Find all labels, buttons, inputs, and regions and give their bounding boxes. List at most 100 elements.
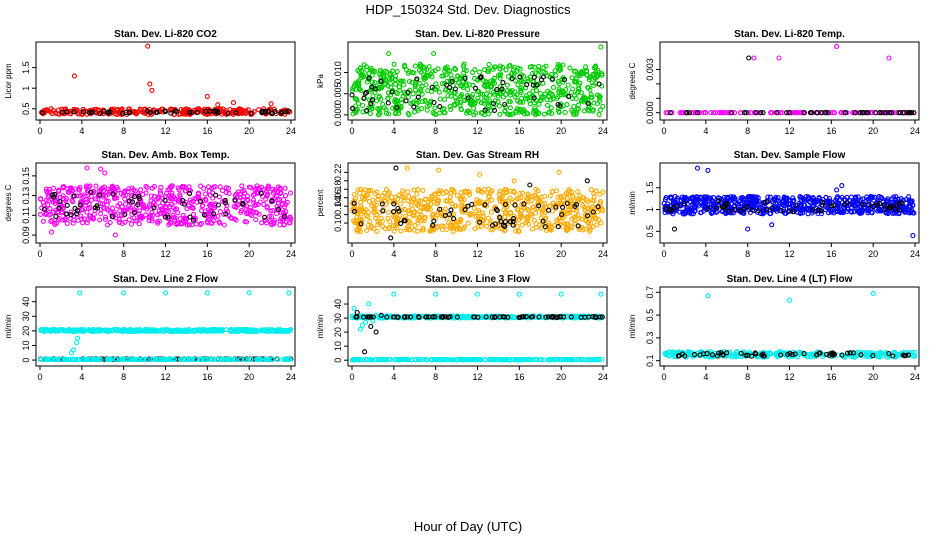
- data-point-all: [597, 200, 603, 206]
- data-point-all: [261, 201, 267, 207]
- data-point-all: [96, 326, 102, 333]
- data-point-all: [482, 83, 488, 89]
- data-point-all: [265, 183, 272, 189]
- data-point-all: [538, 95, 545, 101]
- data-point-hourly: [683, 110, 690, 116]
- data-point-all: [543, 205, 549, 211]
- points: [349, 291, 605, 363]
- data-point-hourly: [64, 109, 70, 115]
- data-point-all: [449, 186, 455, 192]
- data-point-all: [263, 196, 269, 202]
- data-point-all: [425, 73, 431, 79]
- data-point-all: [483, 223, 490, 229]
- data-point-all: [93, 183, 99, 189]
- data-point-hourly: [449, 78, 455, 85]
- x-tick-label: 4: [391, 249, 396, 259]
- data-point-hourly: [378, 78, 384, 84]
- data-point-all: [446, 87, 452, 93]
- data-point-all: [580, 195, 586, 201]
- data-point-all: [117, 201, 123, 207]
- data-point-all: [867, 196, 874, 202]
- data-point-all: [529, 70, 536, 76]
- data-point-all-low: [43, 356, 49, 362]
- data-point-hourly: [564, 200, 570, 207]
- data-point-all: [253, 201, 259, 208]
- data-point-all: [839, 209, 845, 215]
- data-point-all: [433, 81, 439, 87]
- data-point-all: [679, 194, 685, 200]
- data-point-all: [187, 187, 193, 194]
- data-point-all: [40, 218, 46, 224]
- data-point-all: [489, 188, 495, 194]
- data-point-hourly: [363, 89, 370, 95]
- data-point-all: [588, 92, 594, 98]
- panel-title: Stan. Dev. Line 3 Flow: [425, 274, 530, 285]
- data-point-hourly: [545, 314, 551, 320]
- data-point-all: [849, 209, 855, 215]
- data-point-hourly: [186, 190, 193, 196]
- data-point-all-low: [429, 356, 435, 362]
- data-point-all: [855, 194, 861, 200]
- data-point-all-low: [163, 356, 169, 363]
- data-point-all: [117, 110, 123, 116]
- data-point-all-low: [80, 357, 86, 363]
- data-point-all: [575, 102, 581, 108]
- data-point-all: [58, 326, 64, 333]
- data-point-all: [565, 191, 571, 197]
- points: [37, 290, 294, 363]
- outlier-point-all: [246, 290, 252, 296]
- outlier-point-all: [121, 290, 127, 296]
- data-point-all: [415, 228, 421, 234]
- data-point-all: [50, 185, 57, 191]
- x-tick-label: 0: [349, 126, 354, 136]
- data-point-hourly: [262, 214, 268, 220]
- data-point-all-low: [393, 357, 399, 363]
- data-point-hourly: [126, 198, 132, 204]
- x-tick-label: 20: [868, 126, 878, 136]
- data-point-all: [502, 108, 508, 115]
- x-tick-label: 8: [433, 249, 438, 259]
- data-point-all: [372, 206, 378, 213]
- data-point-all: [567, 65, 573, 71]
- data-point-all: [90, 190, 96, 196]
- data-point-all: [118, 190, 124, 196]
- data-point-all: [461, 224, 467, 230]
- data-point-all: [375, 194, 381, 200]
- outlier-point-all: [112, 232, 118, 238]
- data-point-hourly: [59, 109, 65, 115]
- data-point-all: [501, 207, 507, 213]
- data-point-all-low: [494, 357, 501, 363]
- data-point-all: [76, 186, 82, 192]
- data-point-hourly: [542, 224, 548, 230]
- data-point-all: [207, 327, 213, 333]
- data-point-all: [271, 328, 277, 334]
- data-point-all: [745, 194, 751, 200]
- data-point-all-low: [82, 356, 88, 362]
- outlier-point-all: [404, 165, 410, 171]
- data-point-all: [253, 209, 259, 215]
- data-point-all: [529, 198, 535, 204]
- outlier-point-all: [268, 101, 274, 107]
- data-point-all: [84, 209, 90, 215]
- x-tick-label: 8: [121, 126, 126, 136]
- data-point-all: [755, 110, 761, 116]
- data-point-all: [591, 65, 597, 71]
- data-point-hourly: [538, 77, 544, 83]
- data-point-all: [435, 223, 441, 229]
- x-tick-label: 0: [37, 372, 42, 382]
- data-point-all: [149, 209, 155, 215]
- data-point-hourly: [505, 314, 511, 320]
- y-axis-label: ml/min: [628, 191, 637, 215]
- data-point-all: [287, 214, 293, 220]
- data-point-all: [507, 88, 513, 94]
- data-point-all: [507, 195, 513, 201]
- data-point-all: [539, 210, 545, 216]
- data-point-all: [500, 199, 506, 205]
- data-point-all: [287, 220, 293, 226]
- data-point-hourly: [127, 109, 133, 116]
- data-point-hourly: [491, 107, 498, 113]
- data-point-all: [481, 82, 487, 88]
- data-point-hourly: [590, 209, 596, 215]
- data-point-all: [438, 206, 444, 212]
- data-point-hourly: [97, 110, 103, 117]
